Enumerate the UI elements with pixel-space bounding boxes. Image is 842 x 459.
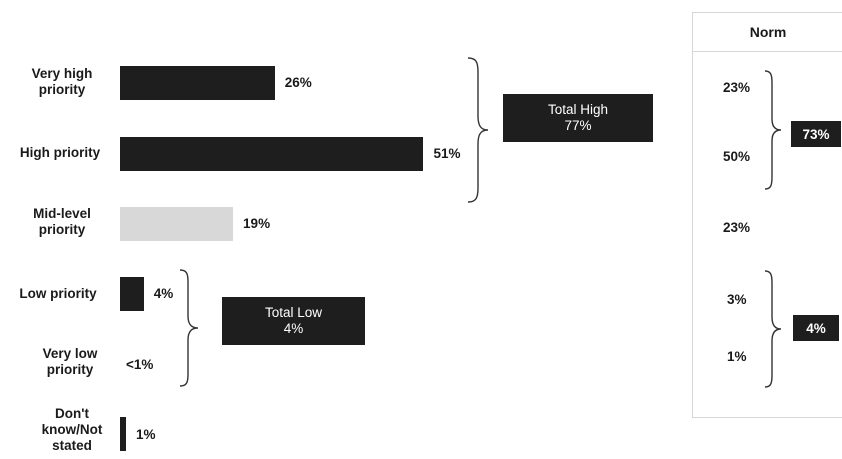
value-label-dont-know: 1% bbox=[135, 427, 156, 442]
value-label-high: 51% bbox=[433, 146, 461, 161]
value-label-very-low: <1% bbox=[126, 357, 154, 372]
norm-total-high-box: 73% bbox=[791, 121, 841, 147]
norm-panel: Norm 23% 50% 23% 3% 1% 73% 4% bbox=[692, 12, 842, 418]
category-label-high: High priority bbox=[19, 145, 101, 160]
value-label-mid: 19% bbox=[243, 216, 271, 231]
category-label-very-high: Very high priority bbox=[31, 66, 93, 97]
norm-value-mid: 23% bbox=[723, 220, 751, 235]
norm-value-high: 50% bbox=[723, 149, 751, 164]
value-label-low: 4% bbox=[153, 286, 174, 301]
brace-total-low bbox=[179, 269, 199, 387]
total-high-box: Total High 77% bbox=[503, 94, 653, 142]
total-low-value: 4% bbox=[283, 321, 304, 336]
total-low-label: Total Low bbox=[264, 305, 323, 320]
bar-very-high bbox=[120, 66, 275, 100]
bar-low bbox=[120, 277, 144, 311]
norm-total-low-box: 4% bbox=[793, 315, 839, 341]
norm-value-very-low: 1% bbox=[727, 349, 747, 364]
norm-header: Norm bbox=[693, 13, 842, 52]
total-high-value: 77% bbox=[564, 118, 592, 133]
bar-mid bbox=[120, 207, 234, 241]
total-low-box: Total Low 4% bbox=[222, 297, 365, 345]
norm-brace-low bbox=[764, 270, 782, 388]
total-high-label: Total High bbox=[547, 102, 609, 117]
value-label-very-high: 26% bbox=[284, 75, 312, 90]
bar-high bbox=[120, 137, 424, 171]
category-label-low: Low priority bbox=[19, 286, 97, 301]
norm-value-low: 3% bbox=[727, 292, 747, 307]
category-label-dont-know: Don't know/Not stated bbox=[41, 406, 103, 453]
category-label-very-low: Very low priority bbox=[42, 346, 98, 377]
norm-brace-high bbox=[764, 70, 782, 190]
brace-total-high bbox=[467, 57, 489, 203]
category-label-mid: Mid-level priority bbox=[33, 206, 91, 237]
norm-value-very-high: 23% bbox=[723, 80, 751, 95]
bar-dont-know bbox=[120, 417, 126, 451]
